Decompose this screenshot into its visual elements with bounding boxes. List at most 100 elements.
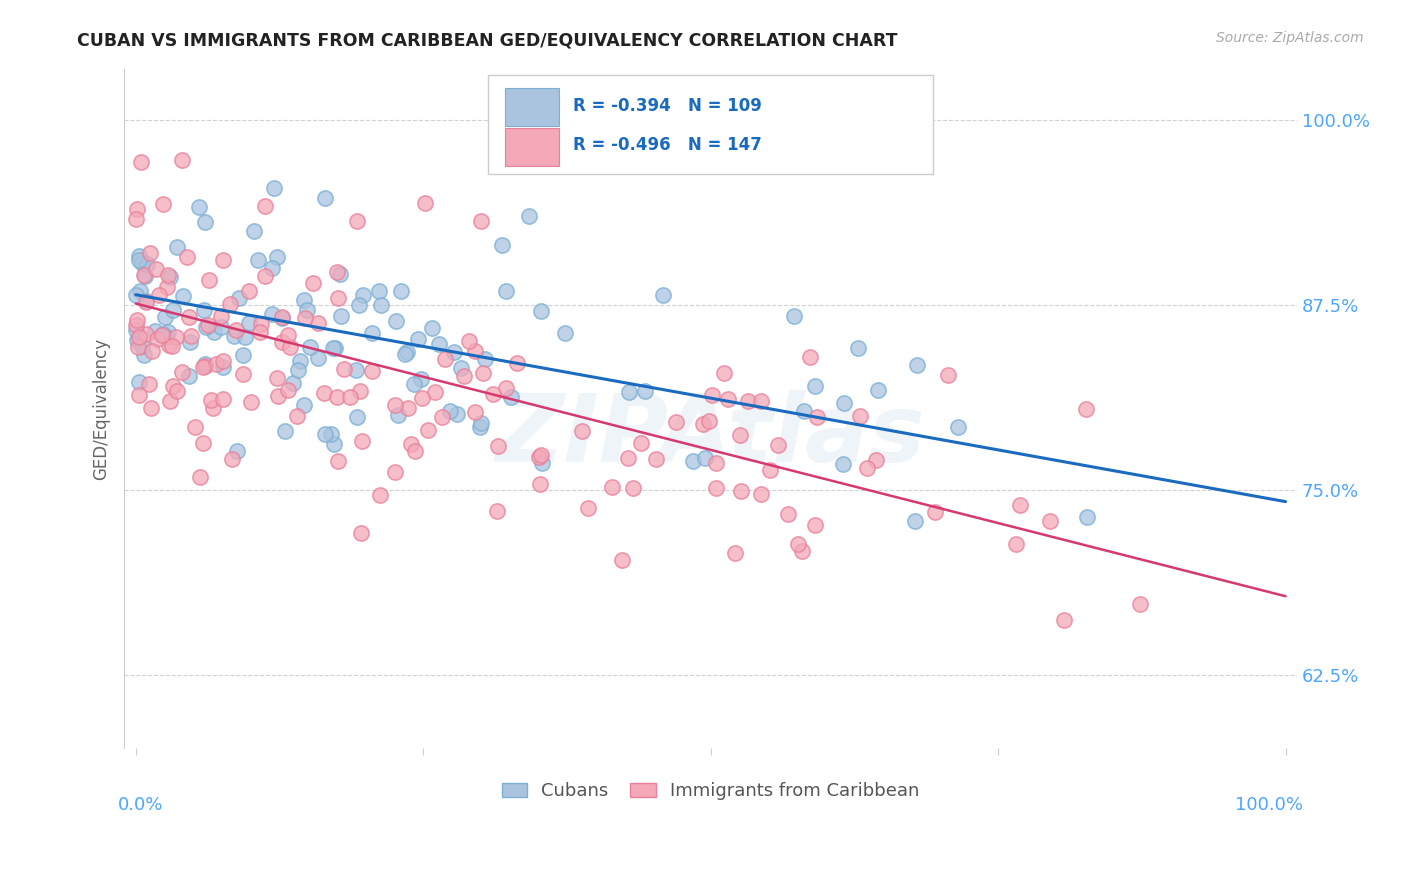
- Point: [530, 303, 553, 318]
- Point: [948, 420, 970, 434]
- Point: [485, 503, 508, 517]
- Point: [346, 410, 368, 425]
- Point: [399, 437, 422, 451]
- Point: [194, 357, 217, 371]
- Point: [350, 526, 373, 541]
- Point: [127, 341, 149, 355]
- Point: [481, 386, 503, 401]
- Point: [806, 410, 828, 425]
- Point: [153, 310, 176, 325]
- Point: [450, 361, 472, 376]
- Point: [278, 341, 301, 355]
- Point: [384, 465, 406, 479]
- Point: [434, 351, 457, 366]
- Point: [194, 320, 217, 334]
- Point: [321, 427, 343, 442]
- Point: [267, 389, 290, 403]
- Text: ZIPAtlas: ZIPAtlas: [496, 390, 925, 482]
- Point: [197, 318, 219, 332]
- Point: [211, 359, 233, 374]
- Point: [499, 390, 522, 404]
- Point: [262, 307, 284, 321]
- Point: [125, 212, 148, 227]
- Point: [156, 280, 179, 294]
- Point: [848, 409, 870, 424]
- Point: [202, 326, 225, 340]
- Point: [458, 334, 481, 348]
- Point: [427, 336, 450, 351]
- Point: [704, 481, 727, 495]
- Point: [131, 256, 153, 270]
- Point: [793, 404, 815, 418]
- Point: [239, 395, 262, 409]
- Point: [420, 320, 443, 334]
- Point: [361, 326, 384, 341]
- Point: [228, 291, 250, 305]
- Point: [148, 288, 170, 302]
- Point: [188, 200, 211, 214]
- Point: [846, 341, 869, 355]
- Text: CUBAN VS IMMIGRANTS FROM CARIBBEAN GED/EQUIVALENCY CORRELATION CHART: CUBAN VS IMMIGRANTS FROM CARIBBEAN GED/E…: [77, 31, 898, 49]
- Point: [135, 295, 157, 310]
- Point: [162, 303, 184, 318]
- Point: [724, 546, 747, 560]
- Point: [368, 488, 391, 502]
- Point: [194, 215, 217, 229]
- Point: [202, 401, 225, 415]
- Point: [665, 415, 688, 429]
- Point: [128, 375, 150, 389]
- Point: [1039, 514, 1062, 528]
- Point: [292, 293, 315, 307]
- Point: [165, 330, 187, 344]
- Point: [271, 310, 294, 325]
- Point: [409, 372, 432, 386]
- Point: [645, 451, 668, 466]
- Point: [749, 487, 772, 501]
- Point: [339, 390, 361, 404]
- Point: [179, 310, 201, 324]
- Point: [1004, 536, 1026, 550]
- Point: [322, 341, 344, 355]
- Point: [866, 383, 889, 397]
- Point: [486, 439, 509, 453]
- Point: [162, 339, 184, 353]
- Text: Source: ZipAtlas.com: Source: ZipAtlas.com: [1216, 31, 1364, 45]
- Point: [132, 268, 155, 282]
- Point: [292, 398, 315, 412]
- Point: [125, 323, 148, 337]
- Point: [652, 288, 675, 302]
- Point: [352, 288, 374, 302]
- Point: [270, 310, 292, 325]
- Point: [222, 329, 245, 343]
- Point: [330, 310, 353, 324]
- Point: [692, 417, 714, 432]
- Point: [387, 408, 409, 422]
- Point: [166, 384, 188, 398]
- Point: [610, 553, 633, 567]
- Point: [349, 297, 371, 311]
- Point: [249, 325, 271, 339]
- Point: [730, 428, 752, 442]
- Point: [125, 318, 148, 333]
- Point: [453, 368, 475, 383]
- Point: [314, 385, 336, 400]
- Point: [404, 444, 426, 458]
- Point: [231, 368, 253, 382]
- Point: [135, 257, 157, 271]
- Point: [384, 399, 406, 413]
- Point: [194, 359, 217, 373]
- Point: [159, 270, 181, 285]
- Point: [803, 379, 825, 393]
- Point: [470, 416, 492, 430]
- Point: [464, 405, 486, 419]
- Point: [127, 202, 149, 216]
- Point: [131, 339, 153, 353]
- Point: [138, 376, 160, 391]
- Point: [443, 345, 465, 359]
- Point: [132, 348, 155, 362]
- Point: [218, 297, 240, 311]
- Point: [166, 240, 188, 254]
- Point: [506, 356, 529, 370]
- Point: [630, 436, 652, 450]
- Point: [396, 401, 419, 415]
